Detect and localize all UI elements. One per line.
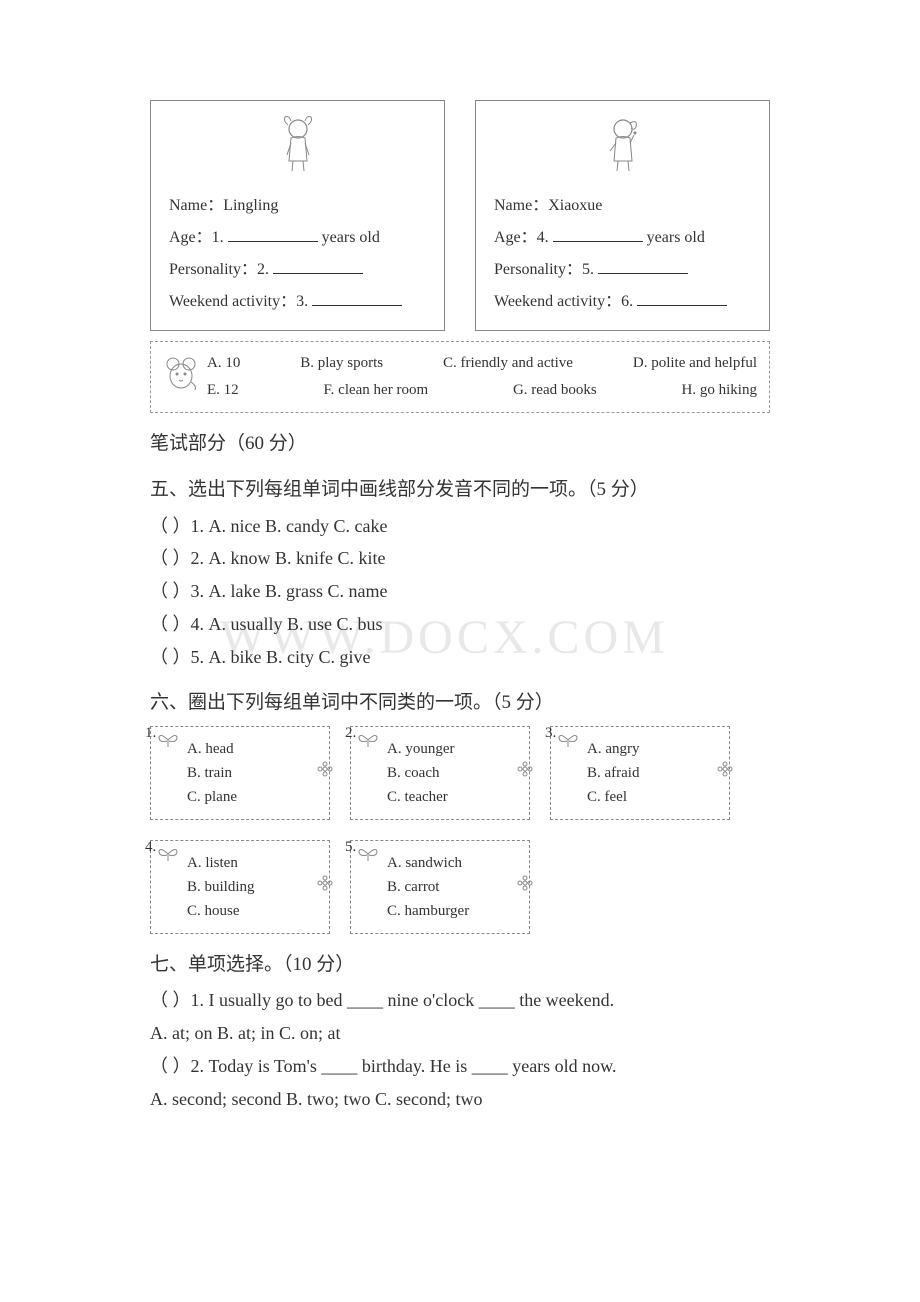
opt-a: A. younger [387,737,515,761]
opt-a: A. sandwich [387,851,515,875]
option-g: G. read books [513,377,597,404]
section7-q1: （ ）1. I usually go to bed ____ nine o'cl… [150,986,770,1015]
avatar-lingling [169,113,426,182]
activity-line: Weekend activity：3. [169,286,426,318]
age-blank[interactable] [228,224,318,242]
age-line: Age：1. years old [169,222,426,254]
section5-q4: （ ）4. A. usually B. use C. bus [150,610,770,639]
opt-b: B. coach [387,761,515,785]
section7-title: 七、单项选择。（10 分） [150,950,770,980]
opt-b: B. train [187,761,315,785]
group-num: 4. [145,835,156,859]
section5-title: 五、选出下列每组单词中画线部分发音不同的一项。（5 分） [150,475,770,505]
option-f: F. clean her room [324,377,429,404]
option-h: H. go hiking [682,377,757,404]
flower-icon [717,761,733,785]
activity-blank[interactable] [637,288,727,306]
word-groups: 1. A. head B. train C. plane 2. A. young… [150,726,770,934]
profile-card-lingling: Name：Lingling Age：1. years old Personali… [150,100,445,331]
activity-blank[interactable] [312,288,402,306]
group-num: 5. [345,835,356,859]
name-line: Name：Lingling [169,190,426,222]
butterfly-icon [157,843,179,873]
avatar-xiaoxue [494,113,751,182]
activity-label: Weekend activity：6. [494,293,633,310]
age-suffix: years old [647,229,705,246]
bank-options: A. 10 B. play sports C. friendly and act… [207,350,757,404]
age-line: Age：4. years old [494,222,751,254]
age-blank[interactable] [553,224,643,242]
personality-blank[interactable] [273,256,363,274]
profile-cards-container: Name：Lingling Age：1. years old Personali… [150,100,770,331]
bank-row-1: A. 10 B. play sports C. friendly and act… [207,350,757,377]
section5-q1: （ ）1. A. nice B. candy C. cake [150,512,770,541]
answer-bank: A. 10 B. play sports C. friendly and act… [150,341,770,413]
profile-card-xiaoxue: Name：Xiaoxue Age：4. years old Personalit… [475,100,770,331]
word-box-1: 1. A. head B. train C. plane [150,726,330,820]
personality-label: Personality：5. [494,261,594,278]
opt-a: A. listen [187,851,315,875]
bank-row-2: E. 12 F. clean her room G. read books H.… [207,377,757,404]
option-e: E. 12 [207,377,239,404]
flower-icon [317,875,333,899]
opt-c: C. house [187,899,315,923]
word-box-5: 5. A. sandwich B. carrot C. hamburger [350,840,530,934]
section5-q2: （ ）2. A. know B. knife C. kite [150,544,770,573]
butterfly-icon [357,843,379,873]
option-c: C. friendly and active [443,350,573,377]
personality-line: Personality：2. [169,254,426,286]
section5-q5: （ ）5. A. bike B. city C. give [150,643,770,672]
section7-q2-opts: A. second; second B. two; two C. second;… [150,1085,770,1114]
opt-c: C. teacher [387,785,515,809]
opt-a: A. head [187,737,315,761]
option-d: D. polite and helpful [633,350,757,377]
flower-icon [517,761,533,785]
written-section-title: 笔试部分（60 分） [150,429,770,459]
age-label: Age：1. [169,229,224,246]
activity-line: Weekend activity：6. [494,286,751,318]
group-num: 2. [345,721,356,745]
opt-b: B. carrot [387,875,515,899]
section5-q3: （ ）3. A. lake B. grass C. name [150,577,770,606]
butterfly-icon [557,729,579,759]
personality-line: Personality：5. [494,254,751,286]
section7-q1-opts: A. at; on B. at; in C. on; at [150,1019,770,1048]
opt-c: C. plane [187,785,315,809]
opt-b: B. building [187,875,315,899]
opt-c: C. feel [587,785,715,809]
butterfly-icon [357,729,379,759]
name-line: Name：Xiaoxue [494,190,751,222]
group-num: 1. [145,721,156,745]
option-a: A. 10 [207,350,240,377]
opt-a: A. angry [587,737,715,761]
section6-title: 六、圈出下列每组单词中不同类的一项。（5 分） [150,688,770,718]
option-b: B. play sports [300,350,383,377]
personality-blank[interactable] [598,256,688,274]
butterfly-icon [157,729,179,759]
mouse-icon [163,352,199,401]
personality-label: Personality：2. [169,261,269,278]
group-num: 3. [545,721,556,745]
opt-b: B. afraid [587,761,715,785]
opt-c: C. hamburger [387,899,515,923]
flower-icon [517,875,533,899]
age-label: Age：4. [494,229,549,246]
word-box-4: 4. A. listen B. building C. house [150,840,330,934]
word-box-2: 2. A. younger B. coach C. teacher [350,726,530,820]
flower-icon [317,761,333,785]
section7-q2: （ ）2. Today is Tom's ____ birthday. He i… [150,1052,770,1081]
word-box-3: 3. A. angry B. afraid C. feel [550,726,730,820]
age-suffix: years old [322,229,380,246]
activity-label: Weekend activity：3. [169,293,308,310]
